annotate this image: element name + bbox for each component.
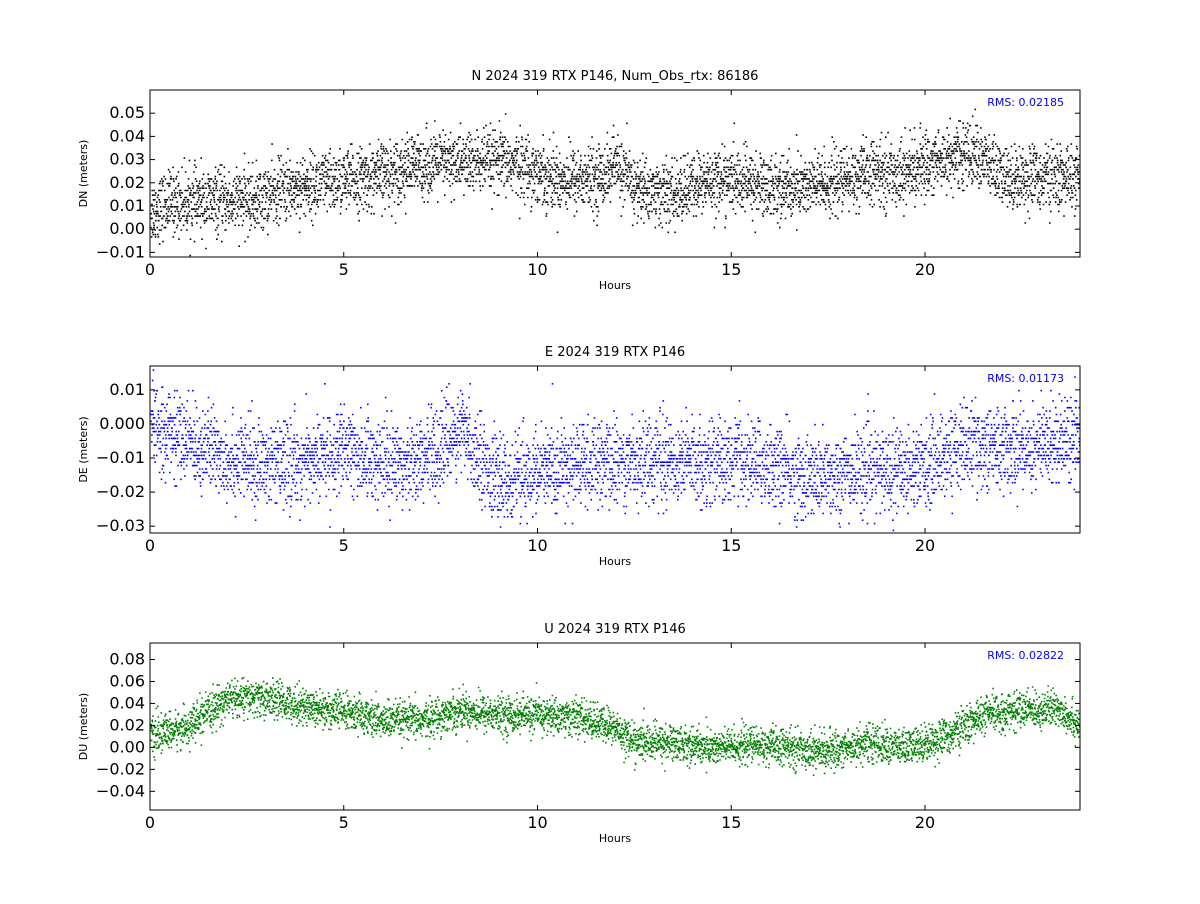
y-tick-label: −0.01 — [96, 242, 145, 261]
rms-annotation: RMS: 0.02185 — [987, 96, 1064, 109]
x-tick-label: 15 — [721, 536, 741, 555]
chart-title: N 2024 319 RTX P146, Num_Obs_rtx: 86186 — [472, 69, 759, 84]
y-tick-label: −0.04 — [96, 781, 145, 800]
x-tick-label: 5 — [339, 260, 349, 279]
x-tick-label: 15 — [721, 260, 741, 279]
y-tick-label: 0.00 — [109, 737, 145, 756]
y-tick-label: 0.03 — [109, 150, 145, 169]
x-axis-label: Hours — [599, 279, 631, 292]
data-points — [150, 677, 1080, 776]
y-tick-label: −0.02 — [96, 759, 145, 778]
x-tick-label: 10 — [527, 536, 547, 555]
y-tick-label: −0.03 — [96, 516, 145, 535]
axes-frame — [149, 365, 1081, 534]
panel-3: 0 5 10 15 20 −0.04 −0.02 0.00 0.02 0.04 0.06 0.08 U … — [77, 622, 1081, 845]
x-tick-label: 0 — [145, 536, 155, 555]
x-tick-label: 10 — [527, 813, 547, 832]
y-axis-label: DU (meters) — [77, 693, 90, 760]
y-tick-label: 0.08 — [109, 649, 145, 668]
y-tick-label: −0.01 — [96, 448, 145, 467]
y-tick-label: 0.00 — [109, 219, 145, 238]
y-tick-label: 0.02 — [109, 715, 145, 734]
chart-title: E 2024 319 RTX P146 — [545, 345, 685, 360]
x-tick-label: 0 — [145, 260, 155, 279]
y-tick-label: −0.02 — [96, 482, 145, 501]
rms-annotation: RMS: 0.01173 — [987, 372, 1064, 385]
x-tick-label: 15 — [721, 813, 741, 832]
x-tick-label: 20 — [915, 813, 935, 832]
x-tick-label: 10 — [527, 260, 547, 279]
x-tick-label: 5 — [339, 813, 349, 832]
panel-2: 0 5 10 15 20 −0.03 −0.02 −0.01 0.000 0.01 E 2024 3… — [77, 345, 1081, 568]
x-tick-label: 20 — [915, 260, 935, 279]
y-tick-label: 0.02 — [109, 173, 145, 192]
axes-frame — [149, 642, 1081, 811]
y-tick-label: 0.04 — [109, 693, 145, 712]
y-tick-label: 0.01 — [109, 380, 145, 399]
y-tick-label: 0.01 — [109, 196, 145, 215]
x-tick-label: 0 — [145, 813, 155, 832]
y-tick-label: 0.05 — [109, 103, 145, 122]
chart-title: U 2024 319 RTX P146 — [544, 622, 686, 637]
y-axis-label: DN (meters) — [77, 140, 90, 208]
panel-1: 0 5 10 15 20 −0.01 0.00 0.01 0.02 0.03 0.04 0.05 N 2… — [77, 69, 1081, 292]
rms-annotation: RMS: 0.02822 — [987, 649, 1064, 662]
x-tick-label: 5 — [339, 536, 349, 555]
panels: 0 5 10 15 20 −0.01 0.00 0.01 0.02 0.03 0.04 0.05 N 2… — [77, 69, 1081, 845]
y-axis-label: DE (meters) — [77, 416, 90, 482]
data-points — [150, 369, 1080, 533]
axes-frame — [149, 89, 1081, 258]
x-axis-label: Hours — [599, 832, 631, 845]
x-tick-label: 20 — [915, 536, 935, 555]
y-tick-label: 0.04 — [109, 126, 145, 145]
x-axis-label: Hours — [599, 555, 631, 568]
y-tick-label: 0.06 — [109, 671, 145, 690]
y-tick-label: 0.000 — [99, 414, 145, 433]
